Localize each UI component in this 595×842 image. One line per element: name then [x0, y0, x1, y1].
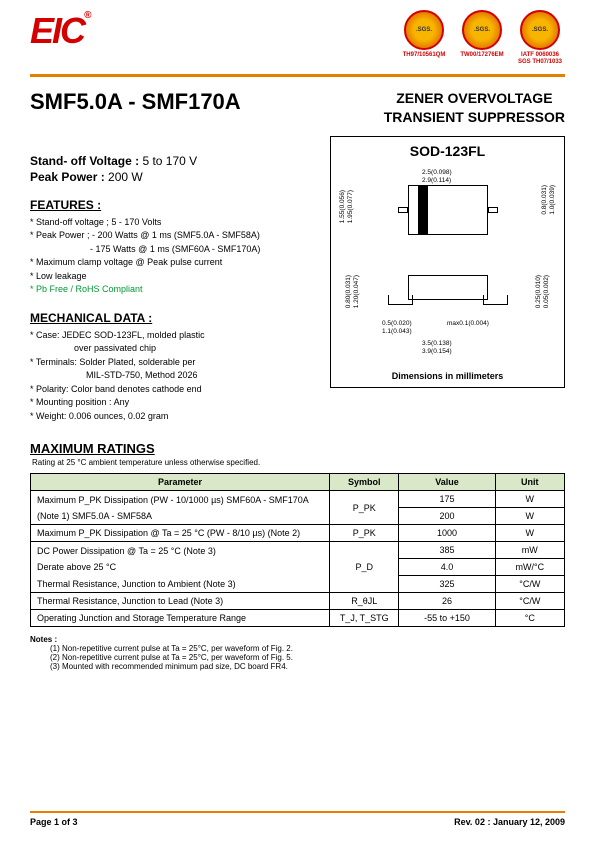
dimensions-label: Dimensions in millimeters: [337, 371, 558, 381]
table-row: Derate above 25 °C 4.0 mW/°C: [31, 559, 565, 576]
table-row: DC Power Dissipation @ Ta = 25 °C (Note …: [31, 542, 565, 559]
mech-item: Mounting position : Any: [30, 396, 315, 410]
cert-badge: .SGS. TW00/17276EM: [457, 10, 507, 59]
note-item: (2) Non-repetitive current pulse at Ta =…: [30, 653, 565, 662]
notes-heading: Notes :: [30, 635, 565, 644]
mech-item: Terminals: Solder Plated, solderable per: [30, 356, 315, 370]
feature-item: Maximum clamp voltage @ Peak pulse curre…: [30, 256, 315, 270]
feature-item: - 175 Watts @ 1 ms (SMF60A - SMF170A): [30, 243, 315, 257]
mechanical-list: Case: JEDEC SOD-123FL, molded plastic ov…: [30, 329, 315, 424]
page-footer: Page 1 of 3 Rev. 02 : January 12, 2009: [30, 811, 565, 827]
cert-circle-icon: .SGS.: [404, 10, 444, 50]
ratings-table: Parameter Symbol Value Unit Maximum P_PK…: [30, 473, 565, 627]
table-row: Maximum P_PK Dissipation @ Ta = 25 °C (P…: [31, 525, 565, 542]
cert-badge: .SGS. TH97/10561QM: [399, 10, 449, 59]
two-column-layout: Stand- off Voltage : 5 to 170 V Peak Pow…: [30, 136, 565, 424]
revision-date: Rev. 02 : January 12, 2009: [454, 817, 565, 827]
features-heading: FEATURES :: [30, 198, 315, 212]
feature-item: Low leakage: [30, 270, 315, 284]
cert-circle-icon: .SGS.: [462, 10, 502, 50]
ratings-subheading: Rating at 25 °C ambient temperature unle…: [32, 458, 565, 467]
notes-section: Notes : (1) Non-repetitive current pulse…: [30, 635, 565, 671]
feature-item: Peak Power ; - 200 Watts @ 1 ms (SMF5.0A…: [30, 229, 315, 243]
note-item: (3) Mounted with recommended minimum pad…: [30, 662, 565, 671]
table-row: Thermal Resistance, Junction to Ambient …: [31, 576, 565, 593]
mech-item: Weight: 0.006 ounces, 0.02 gram: [30, 410, 315, 424]
page-header: EIC® .SGS. TH97/10561QM .SGS. TW00/17276…: [0, 0, 595, 66]
package-top-view: [398, 185, 498, 235]
right-column: SOD-123FL 2.5(0.098) 2.9(0.114) 0.8(0.03…: [330, 136, 565, 424]
package-outline-box: SOD-123FL 2.5(0.098) 2.9(0.114) 0.8(0.03…: [330, 136, 565, 388]
cert-label: TW00/17276EM: [457, 52, 507, 59]
feature-item-green: Pb Free / RoHS Compliant: [30, 283, 315, 297]
standoff-spec: Stand- off Voltage : 5 to 170 V: [30, 154, 315, 168]
table-header-row: Parameter Symbol Value Unit: [31, 474, 565, 491]
col-symbol: Symbol: [330, 474, 399, 491]
col-value: Value: [399, 474, 495, 491]
mech-item: MIL-STD-750, Method 2026: [30, 369, 315, 383]
note-item: (1) Non-repetitive current pulse at Ta =…: [30, 644, 565, 653]
max-ratings-heading: MAXIMUM RATINGS: [30, 441, 565, 456]
title-row: SMF5.0A - SMF170A ZENER OVERVOLTAGE TRAN…: [30, 89, 565, 125]
table-row: Maximum P_PK Dissipation (PW - 10/1000 µ…: [31, 491, 565, 508]
package-side-view: [378, 275, 518, 325]
certification-badges: .SGS. TH97/10561QM .SGS. TW00/17276EM .S…: [399, 10, 565, 66]
feature-item: Stand-off voltage ; 5 - 170 Volts: [30, 216, 315, 230]
cert-circle-icon: .SGS.: [520, 10, 560, 50]
package-diagram: 2.5(0.098) 2.9(0.114) 0.8(0.031) 1.0(0.0…: [337, 165, 558, 365]
col-unit: Unit: [495, 474, 564, 491]
cert-badge: .SGS. IATF 0060036 SGS TH07/1033: [515, 10, 565, 66]
mech-item: over passivated chip: [30, 342, 315, 356]
col-parameter: Parameter: [31, 474, 330, 491]
features-list: Stand-off voltage ; 5 - 170 Volts Peak P…: [30, 216, 315, 297]
product-type-title: ZENER OVERVOLTAGE TRANSIENT SUPPRESSOR: [384, 89, 565, 125]
table-row: Operating Junction and Storage Temperatu…: [31, 610, 565, 627]
table-row: (Note 1) SMF5.0A - SMF58A 200 W: [31, 508, 565, 525]
part-number-title: SMF5.0A - SMF170A: [30, 89, 241, 115]
cert-label: TH97/10561QM: [399, 52, 449, 59]
mech-item: Case: JEDEC SOD-123FL, molded plastic: [30, 329, 315, 343]
peak-power-spec: Peak Power : 200 W: [30, 170, 315, 184]
cert-label: IATF 0060036 SGS TH07/1033: [515, 52, 565, 66]
package-title: SOD-123FL: [337, 143, 558, 159]
main-content: SMF5.0A - SMF170A ZENER OVERVOLTAGE TRAN…: [0, 77, 595, 671]
left-column: Stand- off Voltage : 5 to 170 V Peak Pow…: [30, 136, 315, 424]
table-row: Thermal Resistance, Junction to Lead (No…: [31, 593, 565, 610]
mech-item: Polarity: Color band denotes cathode end: [30, 383, 315, 397]
mechanical-heading: MECHANICAL DATA :: [30, 311, 315, 325]
company-logo: EIC®: [30, 10, 89, 52]
page-number: Page 1 of 3: [30, 817, 78, 827]
